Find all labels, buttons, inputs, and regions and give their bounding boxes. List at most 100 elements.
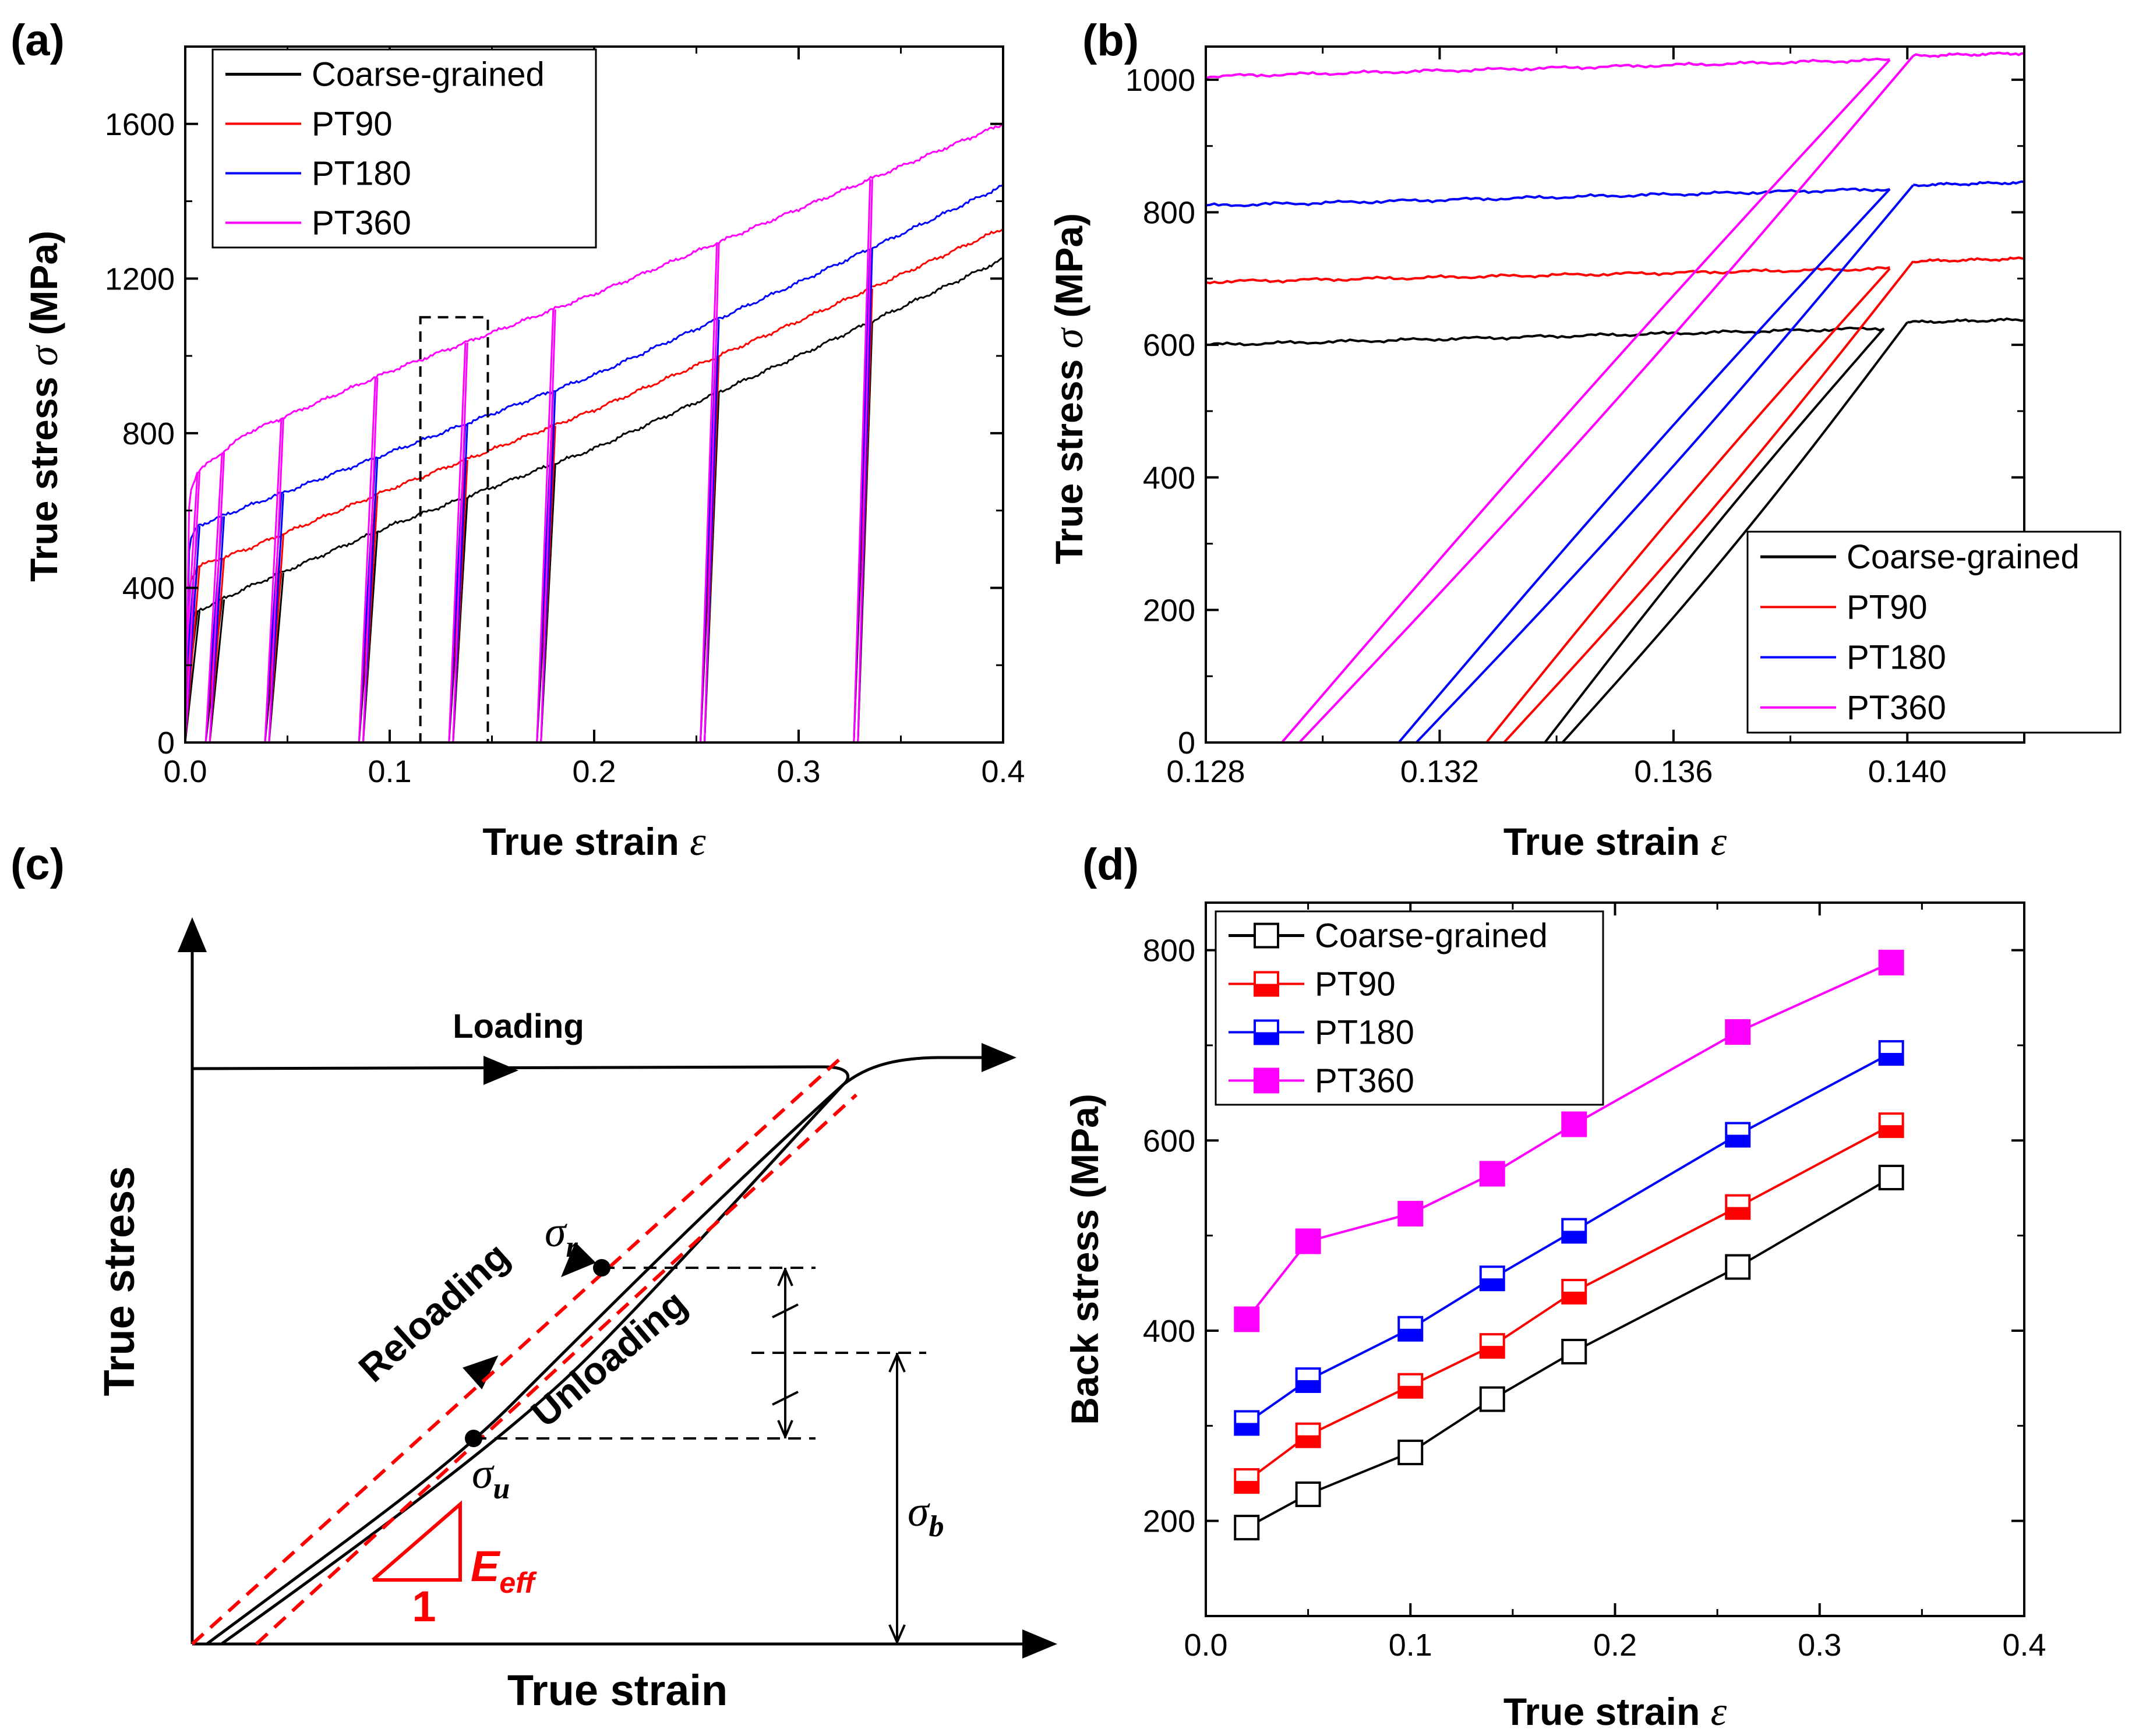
legend-label-pt360: PT360	[1315, 1062, 1414, 1100]
legend-label-pt90: PT90	[312, 105, 393, 143]
x-tick-label: 0.132	[1400, 754, 1479, 789]
legend-label-pt90: PT90	[1315, 966, 1396, 1003]
plateau-pt360	[1206, 57, 1890, 80]
reload-branch-pt90	[1503, 260, 1914, 743]
legend-label-pt180: PT180	[1847, 639, 1946, 677]
y-tick-label: 800	[1143, 934, 1195, 968]
unload-loop-pt360	[536, 309, 556, 743]
equal-mark-1	[772, 1303, 799, 1318]
x-tick-label: 0.136	[1634, 754, 1713, 789]
x-axis-label: True strain ε	[482, 819, 706, 864]
marker-pt90	[1561, 1279, 1587, 1305]
y-tick-label: 800	[122, 416, 175, 451]
y-tick-label: 200	[1143, 593, 1195, 628]
marker-pt360	[1295, 1228, 1321, 1254]
reload-branch-pt360	[1298, 55, 1914, 743]
unload-loop-pt360	[699, 243, 720, 743]
panel-a: (a) 0.0 0.1 0.2 0.3 0.4 0 400 800 1200 1600 True st…	[10, 16, 1025, 864]
y-tick-label: 1600	[105, 107, 175, 142]
unload-loop-pt360	[264, 418, 284, 743]
unload-loop-pt360	[204, 452, 225, 743]
plateau-coarse	[1206, 326, 1884, 347]
flow-curve-coarse	[185, 257, 1003, 743]
legend-label-pt360: PT360	[312, 204, 411, 242]
elastic-line-lower	[255, 1093, 858, 1646]
marker-pt180	[1234, 1410, 1260, 1436]
sigma-b-label: σb	[908, 1488, 944, 1543]
marker-coarse	[1561, 1338, 1587, 1364]
half-span-arrowheads	[777, 1269, 793, 1437]
y-tick-label: 0	[157, 726, 175, 761]
reload-branch-coarse	[1561, 321, 1908, 743]
panel-letter: (d)	[1082, 840, 1139, 889]
e-eff-subscript: eff	[499, 1567, 537, 1599]
legend-label-coarse: Coarse-grained	[1847, 538, 2080, 576]
marker-coarse	[1397, 1440, 1424, 1466]
unload-loop-pt180	[699, 319, 720, 743]
marker-pt180	[1479, 1265, 1505, 1292]
y-axis-unit: (MPa)	[1047, 213, 1090, 328]
marker-coarse	[1878, 1165, 1904, 1191]
slope-triangle	[372, 1500, 462, 1582]
y-axis-unit: (MPa)	[22, 231, 65, 346]
marker-pt90	[1479, 1333, 1505, 1359]
marker-pt360	[1254, 1067, 1279, 1094]
marker-pt180	[1878, 1040, 1904, 1066]
x-tick-label: 0.0	[163, 754, 207, 789]
x-axis-symbol: ε	[690, 819, 706, 864]
legend-box	[1746, 531, 2122, 734]
marker-pt90	[1254, 971, 1279, 997]
unload-loop-pt180	[264, 493, 284, 743]
y-axis-label: True stress	[95, 1166, 143, 1396]
x-axis-symbol: ε	[1711, 1689, 1727, 1734]
y-tick-label: 600	[1143, 328, 1195, 363]
flow-curve-pt360	[185, 124, 1003, 743]
panel-b: (b) 0.128 0.132 0.136 0.140 0 200 400 600 800 1000…	[1047, 16, 2122, 864]
y-axis-symbol: σ	[1047, 327, 1092, 348]
panel-c: (c) 1 Eeff Loading Reloading Unloading σr σu σb T…	[10, 840, 1057, 1714]
x-tick-label: 0.140	[1868, 754, 1947, 789]
equal-mark-2	[772, 1391, 799, 1406]
unload-loop-pt180	[536, 390, 556, 743]
x-tick-label: 0.4	[2002, 1628, 2046, 1663]
x-tick-label: 0.2	[572, 754, 616, 789]
flow-curve-pt180	[185, 184, 1003, 743]
panel-letter: (a)	[10, 16, 65, 65]
y-tick-label: 1000	[1125, 63, 1195, 98]
flow-curve-pt90	[185, 228, 1003, 743]
marker-pt180	[1254, 1019, 1279, 1045]
marker-coarse	[1725, 1254, 1751, 1280]
unload-loop-pt360	[448, 342, 468, 743]
sigma-r-label: σr	[545, 1208, 578, 1264]
x-tick-label: 0.1	[368, 754, 411, 789]
reload-tail-pt180	[1913, 180, 2024, 188]
unload-branch-pt90	[1485, 267, 1891, 743]
y-axis-label: True stress σ (MPa)	[1047, 213, 1092, 564]
plot-area	[185, 124, 1003, 743]
x-tick-label: 0.128	[1166, 754, 1245, 789]
x-axis-label: True strain	[507, 1666, 728, 1714]
x-axis-label: True strain ε	[1503, 1689, 1727, 1734]
marker-pt90	[1878, 1112, 1904, 1139]
plot-frame	[1205, 45, 2025, 744]
y-tick-label: 200	[1143, 1504, 1195, 1539]
unload-loop-pt360	[358, 377, 379, 743]
legend-label-coarse: Coarse-grained	[312, 56, 545, 94]
x-tick-label: 0.2	[1593, 1628, 1637, 1663]
unload-branch-coarse	[1544, 327, 1885, 743]
y-tick-label: 600	[1143, 1123, 1195, 1158]
marker-coarse	[1295, 1481, 1321, 1507]
marker-pt360	[1725, 1019, 1751, 1045]
unloading-curve	[220, 1083, 845, 1646]
marker-pt180	[1561, 1218, 1587, 1244]
reload-tail-pt90	[1912, 256, 2024, 264]
y-axis-symbol: σ	[22, 344, 66, 366]
x-tick-label: 0.3	[1798, 1628, 1841, 1663]
unload-loop-pt360	[853, 179, 873, 743]
marker-pt360	[1397, 1201, 1424, 1227]
unloading-label: Unloading	[523, 1281, 695, 1435]
unload-loop-pt360	[185, 472, 201, 743]
unload-loop-pt180	[853, 248, 873, 743]
marker-pt360	[1878, 949, 1904, 975]
unload-branch-pt360	[1280, 59, 1891, 743]
